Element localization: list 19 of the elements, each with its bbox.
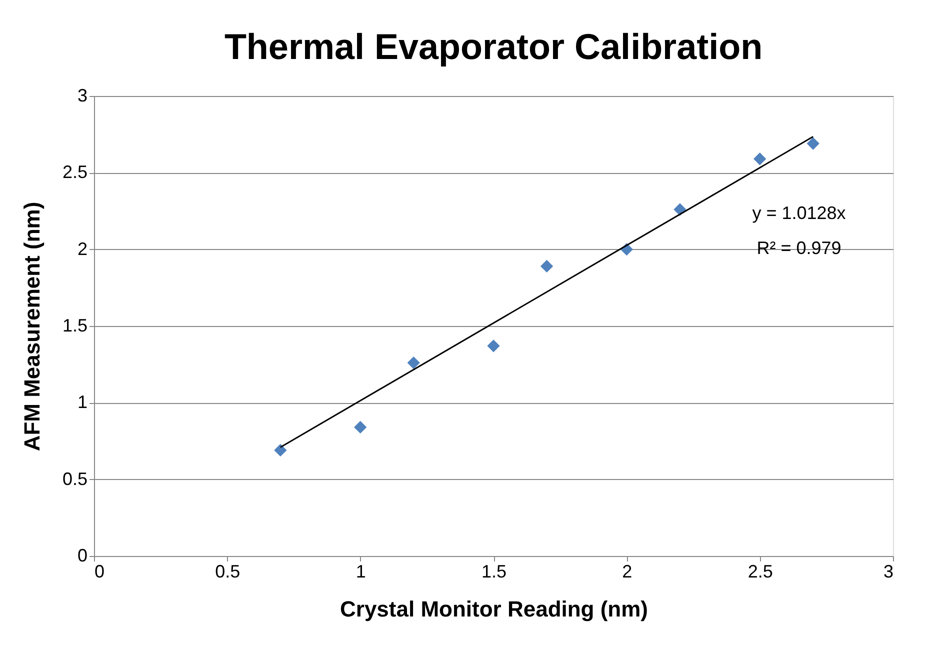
annotation: R² = 0.979	[756, 238, 842, 258]
x-tick-label: 1.5	[481, 562, 507, 582]
y-axis-title: AFM Measurement (nm)	[19, 202, 44, 452]
y-tick-label: 1.5	[62, 316, 88, 336]
x-tick-label: 0	[94, 562, 105, 582]
y-tick-label: 3	[77, 86, 88, 106]
x-tick-label: 0.5	[215, 562, 240, 582]
y-tick-label: 1	[77, 392, 88, 412]
annotation: y = 1.0128x	[752, 203, 846, 223]
x-tick-label: 2.5	[748, 562, 773, 582]
x-tick-label: 1	[356, 562, 366, 582]
y-tick-label: 0	[77, 546, 88, 566]
y-tick-label: 0.5	[62, 468, 88, 489]
y-tick-label: 2	[77, 238, 88, 259]
y-tick-label: 2.5	[62, 162, 88, 182]
chart-title: Thermal Evaporator Calibration	[224, 26, 763, 67]
x-axis-title: Crystal Monitor Reading (nm)	[340, 596, 648, 622]
x-tick-label: 2	[622, 562, 632, 582]
x-tick-label: 3	[883, 562, 894, 582]
